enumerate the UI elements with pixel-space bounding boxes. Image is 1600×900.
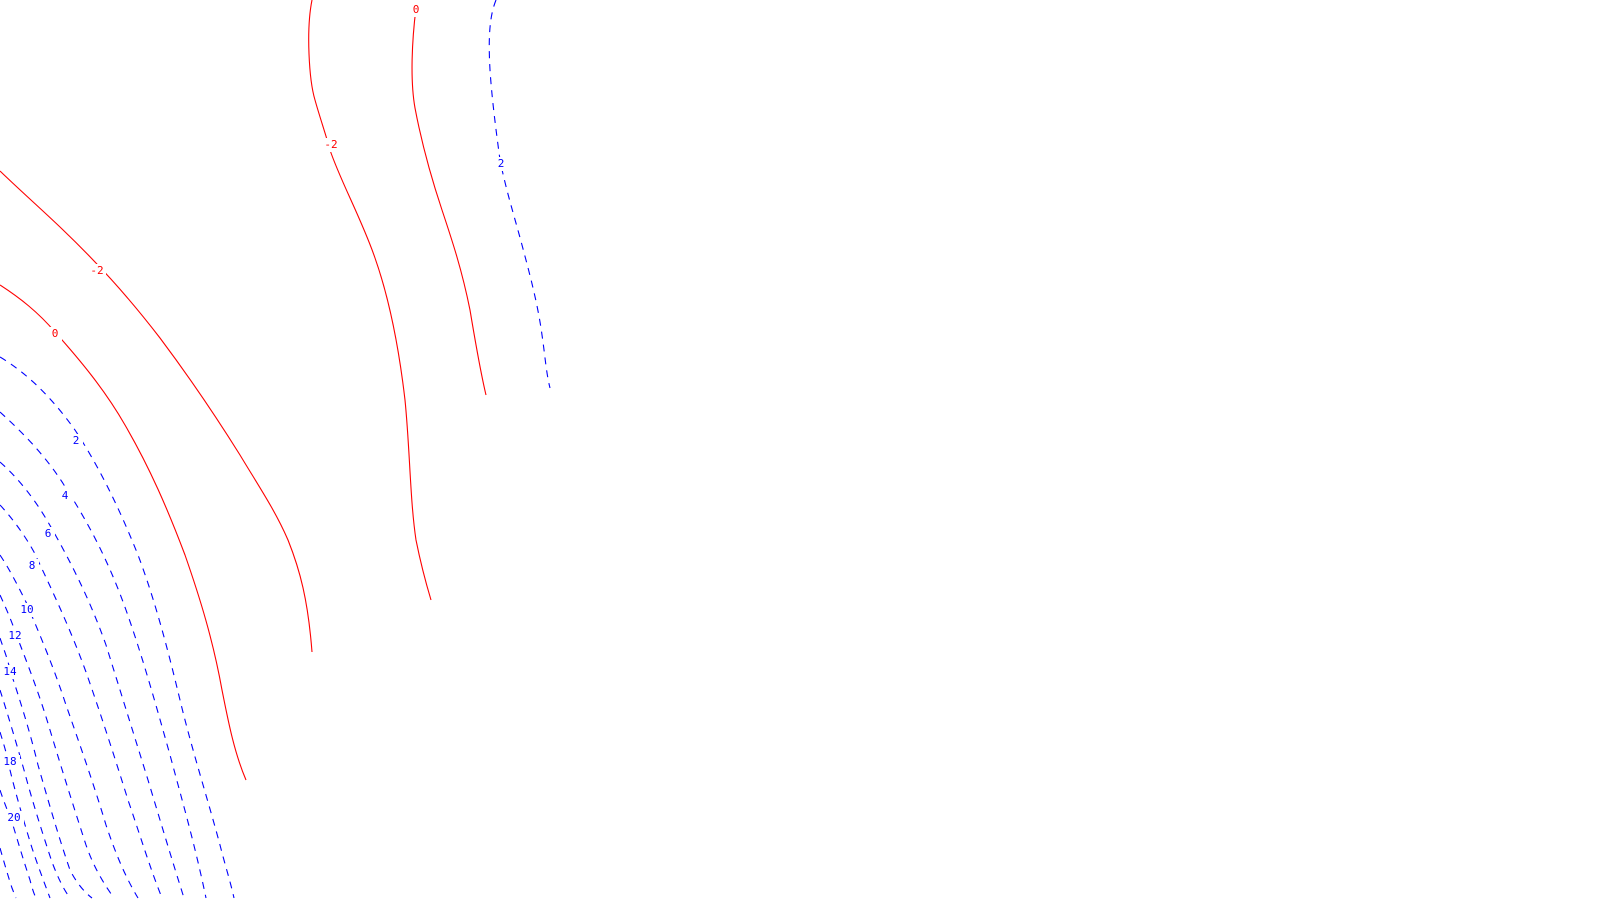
contour-line-0-upper bbox=[411, 7, 487, 396]
contour-line-12 bbox=[0, 594, 115, 899]
contour-label-text: -2 bbox=[90, 264, 103, 277]
contour-label-text: 18 bbox=[3, 755, 16, 768]
contour-label-text: 10 bbox=[20, 603, 33, 616]
contour-label-text: 0 bbox=[52, 327, 59, 340]
contour-line-8 bbox=[0, 504, 163, 899]
contour-label-text: 2 bbox=[73, 434, 80, 447]
contour-label-text: 2 bbox=[498, 157, 505, 170]
contour-line-4 bbox=[0, 411, 207, 899]
contour-line-2-upper bbox=[488, 0, 551, 389]
contour-label-neg2-upper: -2 bbox=[322, 138, 340, 152]
contour-label-2-left: 2 bbox=[69, 434, 83, 448]
contour-label-text: 14 bbox=[3, 665, 17, 678]
contour-label-text: 8 bbox=[29, 559, 36, 572]
contour-label-4: 4 bbox=[58, 489, 72, 503]
contour-line-neg2-upper bbox=[308, 0, 432, 601]
contour-label-0-left: 0 bbox=[48, 327, 62, 341]
contour-label-20: 20 bbox=[4, 811, 24, 825]
contour-label-text: 12 bbox=[8, 629, 21, 642]
contour-label-14: 14 bbox=[0, 665, 20, 679]
contour-label-text: 20 bbox=[7, 811, 20, 824]
contour-label-text: 0 bbox=[413, 3, 420, 16]
contour-line-16 bbox=[0, 689, 71, 899]
contour-line-22 bbox=[0, 847, 17, 899]
contour-label-12: 12 bbox=[5, 629, 25, 643]
contour-label-18: 18 bbox=[0, 755, 20, 769]
contour-line-20 bbox=[0, 789, 37, 899]
contour-label-text: -2 bbox=[324, 138, 337, 151]
contour-label-2-upper: 2 bbox=[494, 157, 508, 171]
contour-label-6: 6 bbox=[41, 527, 55, 541]
contour-label-10: 10 bbox=[17, 603, 37, 617]
contour-label-neg2-left: -2 bbox=[88, 264, 106, 278]
contour-label-text: 6 bbox=[45, 527, 52, 540]
contour-line-neg2-left bbox=[0, 170, 313, 653]
contour-line-18 bbox=[0, 731, 51, 899]
contour-line-6 bbox=[0, 461, 185, 899]
contour-label-8: 8 bbox=[25, 559, 39, 573]
contour-line-14 bbox=[0, 637, 93, 899]
contour-line-2 bbox=[0, 356, 235, 899]
contour-label-0-top: 0 bbox=[409, 3, 423, 17]
contour-label-text: 4 bbox=[62, 489, 69, 502]
